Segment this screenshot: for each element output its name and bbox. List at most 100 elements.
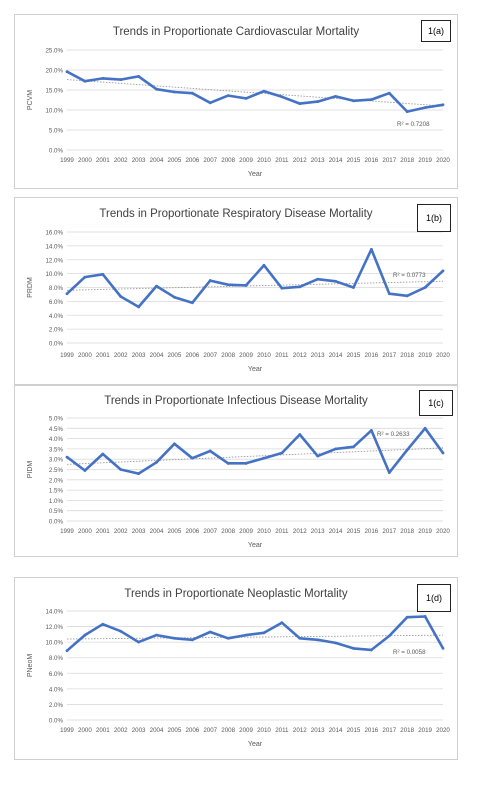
y-tick-label: 15.0% bbox=[45, 88, 63, 95]
y-tick-label: 14.0% bbox=[45, 243, 63, 250]
data-point bbox=[262, 89, 266, 93]
x-tick-label: 2000 bbox=[78, 727, 92, 734]
data-point bbox=[65, 70, 69, 73]
data-point bbox=[298, 433, 302, 436]
x-tick-label: 2002 bbox=[114, 727, 128, 734]
data-point bbox=[423, 615, 427, 618]
x-tick-label: 2002 bbox=[114, 352, 128, 359]
x-tick-label: 2010 bbox=[257, 352, 271, 359]
x-tick-label: 2009 bbox=[239, 528, 253, 535]
x-tick-label: 2014 bbox=[329, 727, 343, 734]
series-line bbox=[66, 426, 445, 475]
chart-panel-neoplastic: Trends in Proportionate Neoplastic Morta… bbox=[14, 577, 458, 760]
figure-label: 1(d) bbox=[417, 584, 451, 612]
x-tick-label: 2016 bbox=[364, 157, 378, 164]
y-tick-label: 6.0% bbox=[49, 671, 64, 678]
x-tick-label: 2013 bbox=[311, 352, 325, 359]
x-tick-label: 2006 bbox=[185, 352, 199, 359]
data-point bbox=[83, 79, 87, 83]
x-tick-label: 2020 bbox=[436, 157, 450, 164]
data-point bbox=[173, 442, 176, 446]
data-point bbox=[441, 269, 445, 273]
data-point bbox=[405, 615, 409, 619]
chart-panel-infectious: Trends in Proportionate Infectious Disea… bbox=[14, 385, 458, 557]
data-point bbox=[262, 263, 266, 267]
x-tick-label: 2012 bbox=[293, 727, 307, 734]
y-tick-label: 3.5% bbox=[49, 446, 64, 453]
x-tick-label: 2001 bbox=[96, 352, 110, 359]
y-tick-label: 0.0% bbox=[49, 341, 64, 348]
data-point bbox=[405, 294, 409, 298]
x-tick-label: 2004 bbox=[150, 157, 164, 164]
chart-panel-respiratory: Trends in Proportionate Respiratory Dise… bbox=[14, 197, 458, 385]
x-tick-label: 2003 bbox=[132, 528, 146, 535]
x-tick-label: 2017 bbox=[382, 528, 396, 535]
x-axis-label: Year bbox=[248, 366, 263, 373]
x-tick-label: 2019 bbox=[418, 727, 432, 734]
x-tick-label: 2003 bbox=[132, 352, 146, 359]
x-tick-label: 2012 bbox=[293, 157, 307, 164]
data-point bbox=[280, 95, 284, 99]
data-point bbox=[101, 452, 105, 456]
x-tick-label: 2018 bbox=[400, 157, 414, 164]
x-tick-label: 2015 bbox=[347, 352, 361, 359]
data-point bbox=[226, 636, 230, 640]
data-point bbox=[208, 630, 212, 634]
x-tick-label: 2015 bbox=[347, 528, 361, 535]
x-tick-label: 2007 bbox=[203, 727, 217, 734]
data-point bbox=[387, 91, 391, 95]
x-tick-label: 2008 bbox=[221, 352, 235, 359]
y-tick-label: 0.5% bbox=[49, 508, 64, 515]
y-tick-label: 0.0% bbox=[49, 519, 64, 526]
data-point bbox=[352, 445, 355, 449]
x-tick-label: 2007 bbox=[203, 352, 217, 359]
x-tick-label: 2006 bbox=[185, 157, 199, 164]
data-point bbox=[119, 78, 123, 81]
data-point bbox=[155, 633, 158, 637]
data-point bbox=[119, 295, 123, 298]
y-tick-label: 0.0% bbox=[49, 148, 64, 155]
data-point bbox=[244, 97, 248, 100]
data-point bbox=[369, 98, 373, 101]
x-tick-label: 2020 bbox=[436, 352, 450, 359]
data-point bbox=[190, 301, 194, 305]
y-tick-label: 25.0% bbox=[45, 48, 63, 55]
r-squared-label: R² = 0.7208 bbox=[397, 121, 430, 128]
data-point bbox=[352, 646, 355, 650]
data-point bbox=[316, 100, 320, 103]
x-tick-label: 2004 bbox=[150, 352, 164, 359]
x-axis-label: Year bbox=[248, 542, 263, 549]
x-tick-label: 2018 bbox=[400, 352, 414, 359]
x-tick-label: 2016 bbox=[364, 727, 378, 734]
figure-label: 1(b) bbox=[417, 204, 451, 232]
x-tick-label: 2013 bbox=[311, 157, 325, 164]
data-point bbox=[298, 102, 302, 105]
trendline bbox=[66, 634, 444, 640]
r-squared-label: R² = 0.2633 bbox=[377, 431, 410, 438]
data-point bbox=[316, 277, 320, 281]
data-point bbox=[137, 305, 141, 309]
data-point bbox=[83, 633, 87, 637]
x-tick-label: 2000 bbox=[78, 157, 92, 164]
data-point bbox=[190, 456, 194, 460]
x-tick-label: 2008 bbox=[221, 727, 235, 734]
x-tick-label: 2009 bbox=[239, 727, 253, 734]
data-point bbox=[244, 461, 248, 465]
data-point bbox=[441, 646, 445, 650]
r-squared-label: R² = 0.0058 bbox=[393, 649, 426, 656]
series-line bbox=[66, 615, 445, 652]
data-point bbox=[83, 469, 87, 472]
data-point bbox=[423, 106, 427, 109]
data-point bbox=[137, 472, 141, 476]
x-tick-label: 2008 bbox=[221, 528, 235, 535]
data-point bbox=[244, 284, 248, 287]
x-tick-label: 2014 bbox=[329, 528, 343, 535]
data-point bbox=[387, 471, 391, 474]
y-tick-label: 4.0% bbox=[49, 686, 64, 693]
x-tick-label: 2012 bbox=[293, 528, 307, 535]
data-point bbox=[280, 286, 284, 290]
x-tick-label: 2017 bbox=[382, 352, 396, 359]
x-tick-label: 2018 bbox=[400, 528, 414, 535]
x-tick-label: 1999 bbox=[60, 528, 74, 535]
y-axis-label: PCVM bbox=[27, 90, 34, 110]
